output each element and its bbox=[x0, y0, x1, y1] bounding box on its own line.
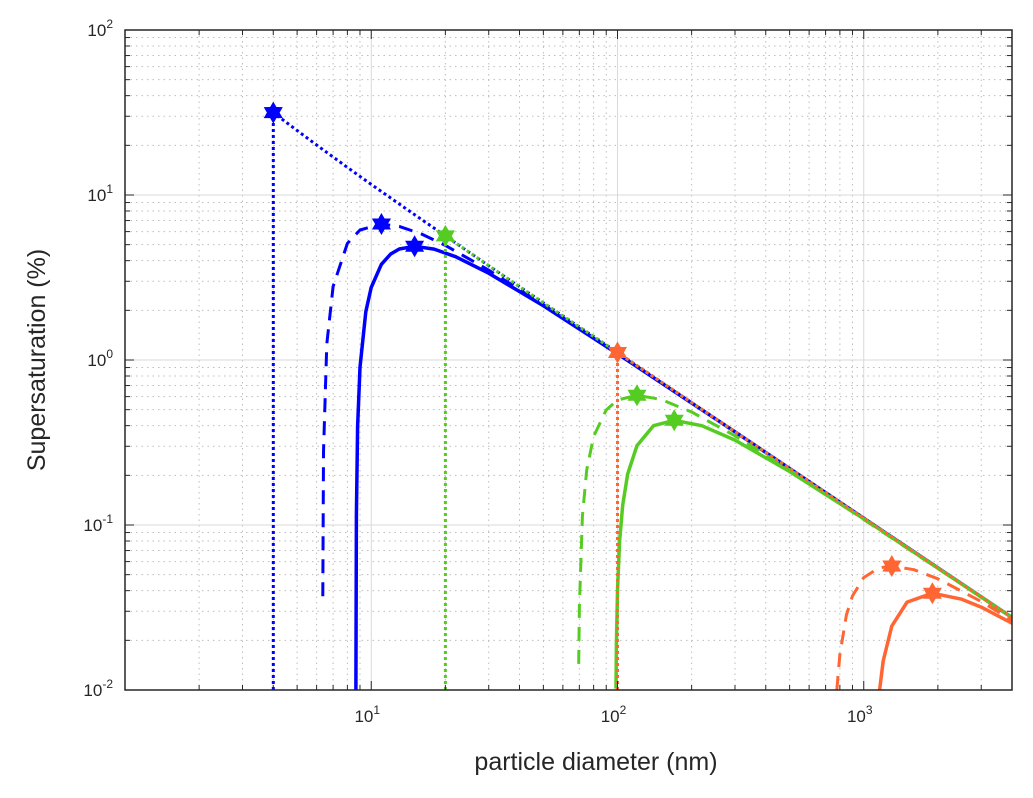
curve-dotted bbox=[271, 111, 1012, 690]
x-tick-label-exponent: 2 bbox=[620, 703, 627, 717]
x-tick-label-base: 10 bbox=[601, 707, 620, 726]
y-tick-label-exponent: 0 bbox=[106, 347, 113, 361]
y-tick-label: 10-2 bbox=[83, 677, 113, 700]
curve-dashed bbox=[835, 564, 1012, 690]
y-tick-label-exponent: 1 bbox=[106, 182, 113, 196]
y-tick-label-exponent: -2 bbox=[102, 677, 113, 691]
curve-solid bbox=[614, 418, 1012, 689]
x-tick-label-base: 10 bbox=[354, 707, 373, 726]
y-tick-label: 10-1 bbox=[83, 512, 113, 535]
y-tick-label-exponent: -1 bbox=[102, 512, 113, 526]
y-tick-label-base: 10 bbox=[87, 21, 106, 40]
y-tick-label-base: 10 bbox=[83, 516, 102, 535]
curve-dotted bbox=[616, 351, 1012, 690]
y-tick-label: 101 bbox=[87, 182, 113, 205]
x-tick-label: 101 bbox=[354, 703, 380, 726]
x-tick-label-base: 10 bbox=[847, 707, 866, 726]
critical-point-star-marker bbox=[922, 582, 942, 605]
critical-point-star-marker bbox=[263, 101, 283, 124]
y-tick-label-base: 10 bbox=[83, 681, 102, 700]
x-tick-labels: 101 102 103 bbox=[354, 703, 872, 726]
curve-solid bbox=[877, 591, 1012, 690]
curve-solid bbox=[354, 244, 1012, 690]
grid bbox=[124, 29, 1013, 691]
critical-point-star-marker bbox=[627, 384, 647, 407]
curves bbox=[271, 111, 1012, 690]
curve-dashed bbox=[577, 393, 1012, 664]
x-axis-label: particle diameter (nm) bbox=[474, 748, 717, 776]
critical-point-star-marker bbox=[371, 213, 391, 235]
x-tick-label: 103 bbox=[847, 703, 873, 726]
x-tick-label-exponent: 1 bbox=[373, 703, 380, 717]
y-tick-label-base: 10 bbox=[87, 186, 106, 205]
critical-point-star-marker bbox=[405, 235, 425, 258]
ticks bbox=[124, 29, 1013, 691]
critical-point-star-marker bbox=[435, 224, 455, 247]
y-axis-label: Supersaturation (%) bbox=[23, 249, 51, 471]
critical-point-star-marker bbox=[664, 409, 684, 432]
y-tick-label-base: 10 bbox=[87, 351, 106, 370]
y-tick-label-exponent: 2 bbox=[106, 17, 113, 31]
critical-point-star-marker bbox=[608, 341, 627, 364]
critical-point-markers bbox=[263, 101, 942, 605]
y-tick-label: 100 bbox=[87, 347, 113, 370]
y-tick-label: 102 bbox=[87, 17, 113, 40]
critical-point-star-marker bbox=[882, 555, 902, 577]
curve-dotted bbox=[443, 234, 1012, 690]
x-tick-label-exponent: 3 bbox=[866, 703, 873, 717]
x-tick-label: 102 bbox=[601, 703, 627, 726]
